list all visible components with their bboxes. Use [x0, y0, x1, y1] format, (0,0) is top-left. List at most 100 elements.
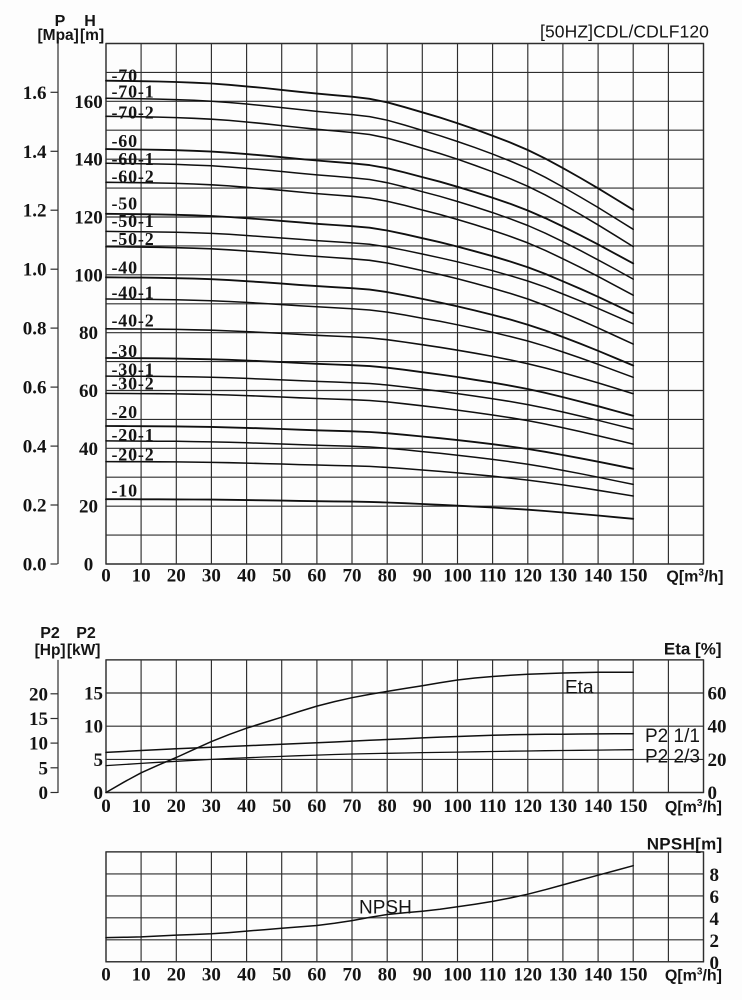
svg-text:4: 4	[710, 909, 720, 930]
svg-text:90: 90	[413, 566, 432, 587]
svg-text:-70-2: -70-2	[112, 102, 155, 122]
svg-text:100: 100	[443, 566, 472, 587]
svg-text:1.0: 1.0	[23, 260, 47, 281]
svg-text:20: 20	[167, 965, 186, 986]
svg-text:80: 80	[378, 965, 397, 986]
svg-text:P2: P2	[40, 625, 60, 642]
svg-text:80: 80	[79, 323, 98, 344]
svg-text:140: 140	[584, 796, 613, 817]
svg-text:120: 120	[514, 796, 543, 817]
svg-text:1.6: 1.6	[23, 83, 47, 104]
svg-text:-20: -20	[112, 402, 138, 422]
svg-text:0: 0	[94, 783, 104, 804]
svg-text:-60: -60	[112, 131, 138, 151]
svg-text:NPSH[m]: NPSH[m]	[647, 835, 723, 854]
svg-text:8: 8	[710, 865, 720, 886]
svg-text:P2: P2	[76, 625, 96, 642]
svg-text:-40-1: -40-1	[112, 283, 155, 303]
svg-text:140: 140	[584, 566, 613, 587]
svg-text:0.2: 0.2	[23, 496, 47, 517]
svg-text:-30-2: -30-2	[112, 374, 155, 394]
svg-text:150: 150	[619, 965, 648, 986]
svg-text:2: 2	[710, 931, 720, 952]
svg-text:[Mpa]: [Mpa]	[38, 27, 79, 44]
svg-text:110: 110	[479, 965, 506, 986]
svg-text:-70: -70	[112, 65, 138, 85]
svg-text:10: 10	[132, 965, 151, 986]
svg-text:60: 60	[708, 684, 727, 705]
svg-text:20: 20	[167, 566, 186, 587]
svg-text:-30-1: -30-1	[112, 360, 155, 380]
svg-text:20: 20	[79, 497, 98, 518]
svg-text:-70-1: -70-1	[112, 82, 155, 102]
svg-text:80: 80	[378, 796, 397, 817]
svg-text:120: 120	[514, 566, 543, 587]
svg-text:130: 130	[549, 965, 578, 986]
svg-text:60: 60	[307, 566, 326, 587]
svg-text:0: 0	[101, 965, 111, 986]
svg-text:-50-2: -50-2	[112, 229, 155, 249]
svg-text:40: 40	[237, 796, 256, 817]
svg-text:Q[m3/h]: Q[m3/h]	[666, 568, 723, 586]
svg-text:50: 50	[272, 965, 291, 986]
svg-text:130: 130	[549, 796, 578, 817]
svg-text:0: 0	[39, 783, 49, 804]
svg-text:120: 120	[514, 965, 543, 986]
svg-text:40: 40	[708, 717, 727, 738]
svg-text:90: 90	[413, 796, 432, 817]
svg-text:6: 6	[710, 887, 720, 908]
svg-text:10: 10	[132, 796, 151, 817]
svg-text:130: 130	[549, 566, 578, 587]
svg-text:40: 40	[237, 566, 256, 587]
svg-text:15: 15	[29, 709, 48, 730]
svg-text:60: 60	[307, 965, 326, 986]
svg-text:100: 100	[443, 965, 472, 986]
svg-text:20: 20	[167, 796, 186, 817]
svg-text:140: 140	[74, 150, 103, 171]
svg-text:0.6: 0.6	[23, 378, 47, 399]
svg-text:70: 70	[343, 566, 362, 587]
svg-text:-30: -30	[112, 341, 138, 361]
svg-text:0: 0	[710, 953, 720, 974]
svg-text:0: 0	[101, 796, 111, 817]
svg-text:-50-1: -50-1	[112, 211, 155, 231]
svg-text:60: 60	[307, 796, 326, 817]
svg-text:Q[m3/h]: Q[m3/h]	[665, 798, 722, 816]
svg-text:140: 140	[584, 965, 613, 986]
svg-text:0: 0	[84, 554, 94, 575]
svg-text:-10: -10	[112, 481, 138, 501]
svg-text:-40: -40	[112, 257, 138, 277]
svg-text:90: 90	[413, 965, 432, 986]
svg-text:-20-2: -20-2	[112, 445, 155, 465]
svg-text:0: 0	[101, 566, 111, 587]
svg-text:5: 5	[39, 758, 49, 779]
svg-text:[m]: [m]	[80, 27, 104, 44]
svg-text:50: 50	[272, 796, 291, 817]
svg-text:0.8: 0.8	[23, 319, 47, 340]
svg-text:70: 70	[343, 965, 362, 986]
svg-text:Eta: Eta	[565, 678, 594, 699]
svg-text:50: 50	[272, 566, 291, 587]
svg-text:-60-2: -60-2	[112, 167, 155, 187]
svg-text:150: 150	[619, 796, 648, 817]
svg-text:Q[m3/h]: Q[m3/h]	[665, 967, 722, 985]
svg-text:-50: -50	[112, 193, 138, 213]
svg-text:0.4: 0.4	[23, 437, 47, 458]
svg-text:[50HZ]CDL/CDLF120: [50HZ]CDL/CDLF120	[540, 22, 709, 42]
svg-text:100: 100	[443, 796, 472, 817]
svg-text:1.2: 1.2	[23, 201, 47, 222]
svg-text:160: 160	[74, 92, 103, 113]
svg-text:80: 80	[378, 566, 397, 587]
svg-text:10: 10	[132, 566, 151, 587]
svg-text:5: 5	[94, 750, 104, 771]
svg-text:40: 40	[237, 965, 256, 986]
svg-text:110: 110	[479, 566, 506, 587]
svg-text:[Hp]: [Hp]	[35, 642, 66, 659]
svg-text:1.4: 1.4	[23, 142, 47, 163]
svg-text:30: 30	[202, 566, 221, 587]
svg-text:-20-1: -20-1	[112, 425, 155, 445]
svg-text:70: 70	[343, 796, 362, 817]
svg-text:0: 0	[708, 783, 718, 804]
svg-text:20: 20	[708, 750, 727, 771]
svg-text:-40-2: -40-2	[112, 311, 155, 331]
